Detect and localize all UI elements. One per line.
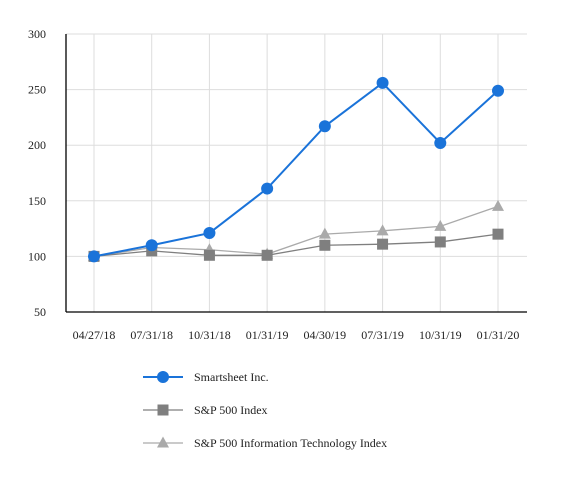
x-tick-label: 10/31/18 — [188, 328, 231, 342]
data-point-square — [203, 249, 215, 261]
data-point-square — [492, 228, 504, 240]
legend-marker-square — [157, 404, 169, 416]
legend: Smartsheet Inc. S&P 500 Index S&P 500 Info… — [143, 370, 387, 450]
axes — [65, 34, 527, 313]
x-tick-label: 04/30/19 — [304, 328, 347, 342]
data-point-circle — [318, 120, 331, 133]
legend-item: Smartsheet Inc. — [143, 370, 269, 384]
data-point-circle — [145, 239, 158, 252]
data-point-circle — [261, 182, 274, 195]
x-tick-labels: 04/27/18 07/31/18 10/31/18 01/31/19 04/30/19… — [73, 328, 520, 342]
data-point-triangle — [434, 219, 447, 231]
data-point-square — [261, 249, 273, 261]
series-line — [93, 81, 499, 258]
legend-label: S&P 500 Information Technology Index — [194, 436, 387, 450]
y-tick-label: 50 — [34, 305, 46, 319]
x-tick-label: 04/27/18 — [73, 328, 116, 342]
data-point-square — [377, 238, 389, 250]
x-tick-label: 07/31/18 — [130, 328, 173, 342]
data-point-circle — [434, 136, 447, 149]
data-point-triangle — [492, 199, 504, 211]
data-point-circle — [492, 84, 504, 97]
legend-marker-triangle — [157, 436, 169, 448]
series-lines — [88, 76, 504, 263]
x-tick-label: 01/31/20 — [477, 328, 520, 342]
legend-label: S&P 500 Index — [194, 403, 268, 417]
data-point-square — [319, 239, 331, 251]
y-tick-labels: 50 100 150 200 250 300 — [28, 27, 46, 319]
data-point-triangle — [318, 227, 331, 239]
series-line — [93, 205, 499, 258]
series-circle — [88, 76, 504, 263]
legend-label: Smartsheet Inc. — [194, 370, 269, 384]
x-tick-label: 01/31/19 — [246, 328, 289, 342]
series-line — [93, 233, 499, 258]
y-tick-label: 300 — [28, 27, 46, 41]
data-point-triangle — [376, 224, 389, 236]
data-point-square — [434, 236, 446, 248]
y-tick-label: 150 — [28, 194, 46, 208]
legend-item: S&P 500 Index — [143, 403, 268, 417]
x-tick-label: 10/31/19 — [419, 328, 462, 342]
data-point-circle — [376, 76, 389, 89]
data-point-circle — [203, 227, 216, 240]
x-tick-label: 07/31/19 — [361, 328, 404, 342]
legend-marker-circle — [157, 371, 169, 383]
y-tick-label: 100 — [28, 249, 46, 263]
y-tick-label: 200 — [28, 138, 46, 152]
y-tick-label: 250 — [28, 83, 46, 97]
legend-item: S&P 500 Information Technology Index — [143, 436, 387, 450]
data-point-circle — [88, 250, 100, 263]
grid-lines — [66, 33, 527, 312]
